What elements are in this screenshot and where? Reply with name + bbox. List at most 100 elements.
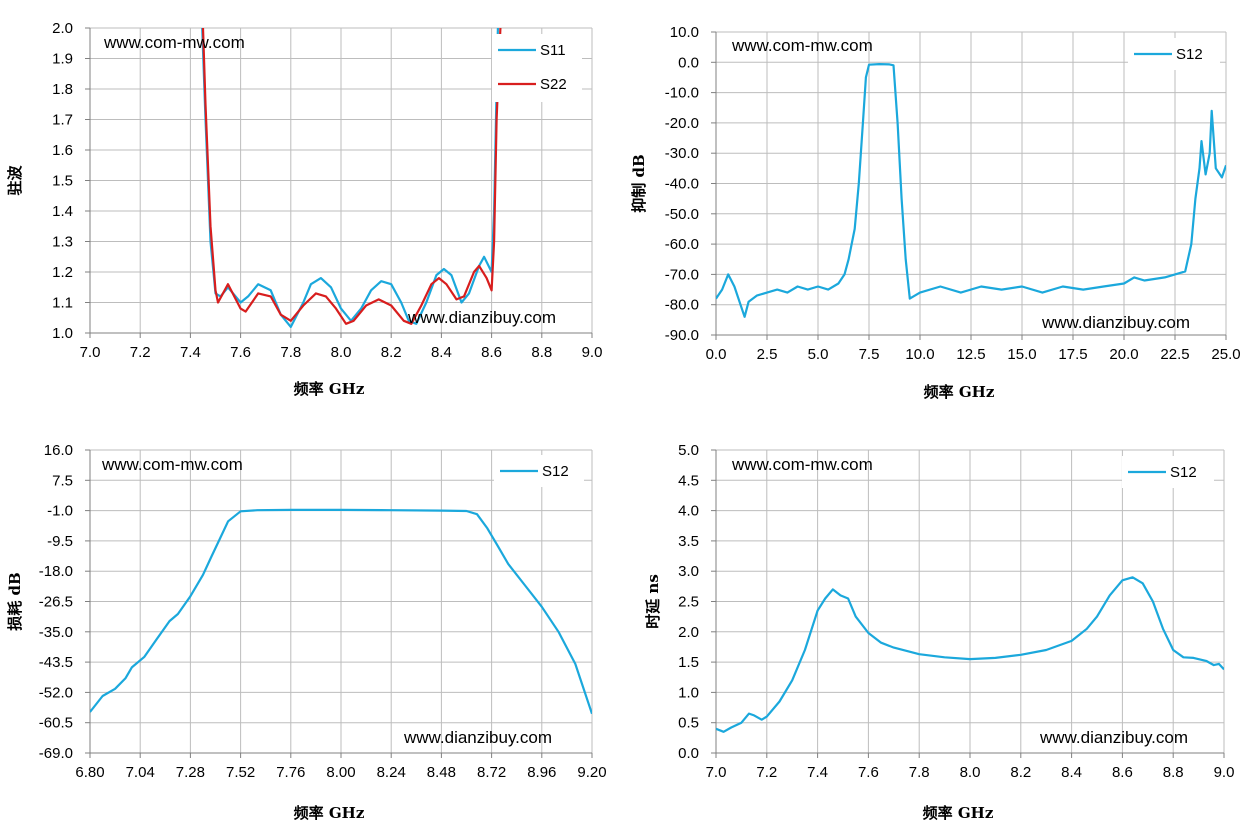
chart3-x-tick-label: 8.24 <box>377 764 406 781</box>
chart4-y-tick-label: 0.5 <box>678 715 699 732</box>
chart1-y-axis-title: 驻波 <box>6 165 24 196</box>
chart3-y-tick-label: 16.0 <box>44 442 73 459</box>
chart1-x-tick-label: 8.0 <box>331 344 352 361</box>
chart2-x-tick-label: 22.5 <box>1160 346 1189 363</box>
chart1-y-tick-label: 1.6 <box>52 142 73 159</box>
chart2-x-tick-label: 10.0 <box>905 346 934 363</box>
chart2-x-tick-label: 12.5 <box>956 346 985 363</box>
chart2-y-tick-label: -60.0 <box>665 236 699 253</box>
chart3-x-tick-label: 7.52 <box>226 764 255 781</box>
chart1-y-tick-label: 1.5 <box>52 173 73 190</box>
chart3-series-s12-line <box>90 508 592 715</box>
chart4-x-tick-label: 8.2 <box>1010 764 1031 781</box>
chart4-y-tick-label: 0.0 <box>678 745 699 762</box>
chart1-series-s22-line <box>201 28 502 325</box>
chart2-legend-label-s12: S12 <box>1176 46 1203 63</box>
chart2-series-s12-line <box>716 62 1226 318</box>
chart3-watermark-dianzibuy: www.dianzibuy.com <box>403 728 552 747</box>
chart1-y-tick-label: 1.1 <box>52 295 73 312</box>
chart4-x-tick-label: 8.6 <box>1112 764 1133 781</box>
chart2-x-tick-label: 7.5 <box>859 346 880 363</box>
chart2-x-tick-label: 25.0 <box>1211 346 1240 363</box>
chart4-y-tick-label: 1.5 <box>678 654 699 671</box>
chart1-x-tick-label: 8.6 <box>481 344 502 361</box>
chart2-watermark-com-mw: www.com-mw.com <box>731 36 873 55</box>
chart1-x-tick-label: 8.2 <box>381 344 402 361</box>
chart2-x-tick-label: 2.5 <box>757 346 778 363</box>
chart3-x-tick-label: 7.28 <box>176 764 205 781</box>
chart3-y-tick-label: -1.0 <box>47 503 73 520</box>
chart1-x-tick-label: 7.2 <box>130 344 151 361</box>
chart1-y-tick-label: 1.2 <box>52 264 73 281</box>
chart1-y-tick-label: 2.0 <box>52 20 73 37</box>
chart4-watermark-com-mw: www.com-mw.com <box>731 455 873 474</box>
chart1-x-axis-title: 频率 GHz <box>294 380 365 398</box>
chart3-watermark-com-mw: www.com-mw.com <box>101 455 243 474</box>
chart1-legend-label-s11: S11 <box>540 42 566 59</box>
chart4-x-tick-label: 7.4 <box>807 764 828 781</box>
chart4-watermark-dianzibuy: www.dianzibuy.com <box>1039 728 1188 747</box>
chart4-y-tick-label: 4.0 <box>678 503 699 520</box>
chart1-legend <box>492 34 582 102</box>
chart2-x-axis-title: 频率 GHz <box>924 383 995 401</box>
chart2-x-tick-label: 17.5 <box>1058 346 1087 363</box>
chart3-y-tick-label: -43.5 <box>39 654 73 671</box>
chart1-y-tick-label: 1.9 <box>52 51 73 68</box>
chart3-y-tick-label: 7.5 <box>52 472 73 489</box>
chart3-x-tick-label: 8.96 <box>527 764 556 781</box>
chart2-x-tick-label: 0.0 <box>706 346 727 363</box>
chart2-x-tick-label: 15.0 <box>1007 346 1036 363</box>
chart3-x-tick-label: 8.48 <box>427 764 456 781</box>
chart3-x-tick-label: 8.72 <box>477 764 506 781</box>
chart4-y-tick-label: 5.0 <box>678 442 699 459</box>
chart4-y-axis-title: 时延 ns <box>644 574 662 629</box>
chart2-y-tick-label: -10.0 <box>665 85 699 102</box>
chart3-x-axis-title: 频率 GHz <box>294 804 365 822</box>
chart3-x-tick-label: 7.04 <box>126 764 155 781</box>
chart4-x-tick-label: 7.8 <box>909 764 930 781</box>
chart1-x-tick-label: 7.4 <box>180 344 201 361</box>
chart4-y-tick-label: 3.0 <box>678 563 699 580</box>
chart1-y-tick-label: 1.7 <box>52 112 73 129</box>
chart1-watermark-com-mw: www.com-mw.com <box>103 33 245 52</box>
chart3-x-tick-label: 9.20 <box>577 764 606 781</box>
chart2-y-tick-label: -40.0 <box>665 176 699 193</box>
chart3-y-tick-label: -60.5 <box>39 715 73 732</box>
chart2-y-tick-label: -70.0 <box>665 266 699 283</box>
chart1-watermark-dianzibuy: www.dianzibuy.com <box>407 308 556 327</box>
chart4-y-tick-label: 1.0 <box>678 684 699 701</box>
chart1-x-tick-label: 8.8 <box>531 344 552 361</box>
chart4-x-tick-label: 8.8 <box>1163 764 1184 781</box>
chart3-y-tick-label: -69.0 <box>39 745 73 762</box>
chart2-x-tick-label: 20.0 <box>1109 346 1138 363</box>
chart2-y-tick-label: 10.0 <box>670 24 699 41</box>
chart4-y-tick-label: 4.5 <box>678 472 699 489</box>
chart3-y-tick-label: -52.0 <box>39 684 73 701</box>
chart3-x-tick-label: 6.80 <box>75 764 104 781</box>
chart1-x-tick-label: 7.8 <box>280 344 301 361</box>
chart2-y-tick-label: -90.0 <box>665 327 699 344</box>
chart4-x-tick-label: 7.0 <box>706 764 727 781</box>
chart1-x-tick-label: 9.0 <box>582 344 603 361</box>
chart2-y-tick-label: 0.0 <box>678 54 699 71</box>
chart1-series-s11-line <box>201 28 499 328</box>
chart1-y-tick-label: 1.8 <box>52 81 73 98</box>
chart1-x-tick-label: 7.6 <box>230 344 251 361</box>
chart3-y-tick-label: -26.5 <box>39 594 73 611</box>
chart2-watermark-dianzibuy: www.dianzibuy.com <box>1041 313 1190 332</box>
chart4-x-axis-title: 频率 GHz <box>923 804 994 822</box>
chart1-y-tick-label: 1.3 <box>52 234 73 251</box>
chart4-y-tick-label: 3.5 <box>678 533 699 550</box>
chart2-y-axis-title: 抑制 dB <box>630 154 648 212</box>
chart4-y-tick-label: 2.5 <box>678 594 699 611</box>
chart4-x-tick-label: 9.0 <box>1214 764 1235 781</box>
chart1-legend-label-s22: S22 <box>540 76 567 93</box>
chart3-y-tick-label: -18.0 <box>39 563 73 580</box>
chart1-y-tick-label: 1.4 <box>52 203 73 220</box>
chart3-x-tick-label: 7.76 <box>276 764 305 781</box>
chart3-legend-label-s12: S12 <box>542 463 569 480</box>
chart4-y-tick-label: 2.0 <box>678 624 699 641</box>
chart3-x-tick-label: 8.00 <box>326 764 355 781</box>
chart3-y-axis-title: 损耗 dB <box>6 572 24 630</box>
